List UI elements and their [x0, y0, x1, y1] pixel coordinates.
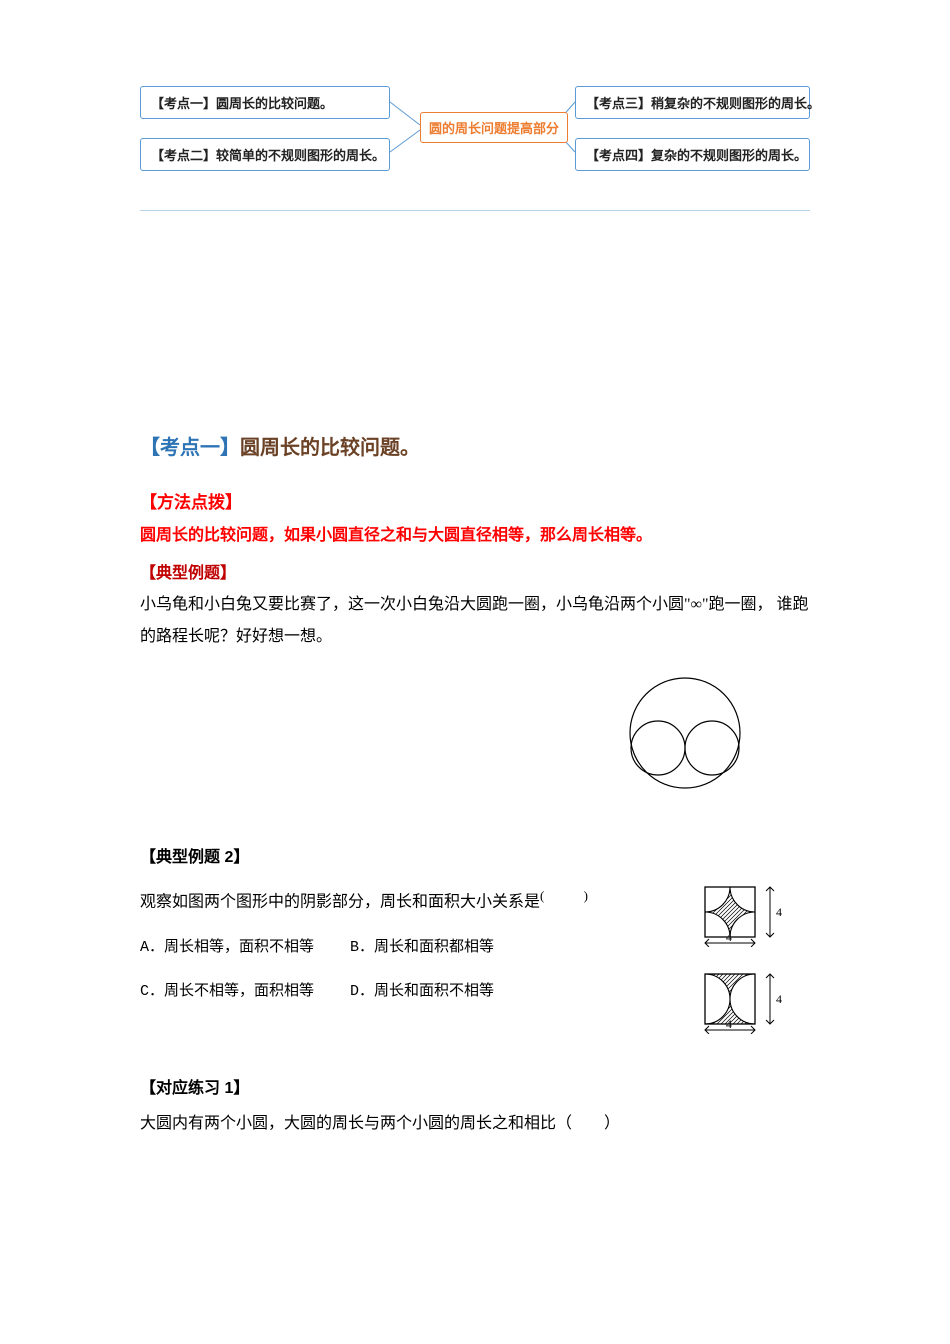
method-statement: 圆周长的比较问题，如果小圆直径之和与大圆直径相等，那么周长相等。 [140, 523, 810, 549]
diagram-divider [140, 210, 810, 211]
example2-intro-text: 观察如图两个图形中的阴影部分，周长和面积大小关系是 [140, 893, 540, 910]
section-title-text: 圆周长的比较问题。 [240, 437, 420, 459]
exercise1-text: 大圆内有两个小圆，大圆的周长与两个小圆的周长之和相比（ ） [140, 1110, 810, 1139]
svg-text:4: 4 [726, 1017, 732, 1031]
example2-figure-bottom: 4 4 [700, 969, 805, 1034]
example2-opt-c: C．周长不相等，面积相等 [140, 983, 314, 1000]
example2-blank: ( ) [540, 888, 606, 903]
method-heading: 【方法点拨】 [140, 488, 810, 513]
example2-opt-b: B．周长和面积都相等 [350, 939, 494, 956]
diagram-node-kp2: 【考点二】较简单的不规则图形的周长。 [140, 138, 390, 171]
section-title: 【考点一】圆周长的比较问题。 [140, 431, 810, 460]
example2-intro: 观察如图两个图形中的阴影部分，周长和面积大小关系是( ) [140, 882, 680, 920]
example2-block: 观察如图两个图形中的阴影部分，周长和面积大小关系是( ) A．周长相等，面积不相… [140, 882, 810, 1034]
diagram-node-kp3: 【考点三】稍复杂的不规则图形的周长。 [575, 86, 810, 119]
example2-opt-a: A．周长相等，面积不相等 [140, 939, 314, 956]
example1-figure [140, 673, 810, 793]
exercise1-heading: 【对应练习 1】 [140, 1074, 810, 1098]
example2-figure-top: 4 4 [700, 882, 805, 947]
section-title-prefix: 【考点一】 [140, 437, 240, 459]
example2-options-row2: C．周长不相等，面积相等 D．周长和面积不相等 [140, 977, 680, 1007]
diagram-node-kp1: 【考点一】圆周长的比较问题。 [140, 86, 390, 119]
svg-text:4: 4 [726, 930, 732, 944]
example2-heading: 【典型例题 2】 [140, 843, 810, 867]
svg-text:4: 4 [776, 905, 782, 919]
example2-figures-col: 4 4 [700, 882, 810, 1034]
diagram-node-kp4: 【考点四】复杂的不规则图形的周长。 [575, 138, 810, 171]
example2-text-col: 观察如图两个图形中的阴影部分，周长和面积大小关系是( ) A．周长相等，面积不相… [140, 882, 680, 1008]
example1-problem: 小乌龟和小白兔又要比赛了，这一次小白兔沿大圆跑一圈，小乌龟沿两个小圆"∞"跑一圈… [140, 589, 810, 653]
diagram-node-center: 圆的周长问题提高部分 [420, 112, 568, 143]
example2-options-row1: A．周长相等，面积不相等 B．周长和面积都相等 [140, 933, 680, 963]
example-heading: 【典型例题】 [140, 559, 810, 583]
example2-opt-d: D．周长和面积不相等 [350, 983, 494, 1000]
circles-figure-svg [620, 673, 750, 793]
knowledge-map-diagram: 【考点一】圆周长的比较问题。 【考点二】较简单的不规则图形的周长。 圆的周长问题… [140, 80, 810, 180]
svg-text:4: 4 [776, 992, 782, 1006]
